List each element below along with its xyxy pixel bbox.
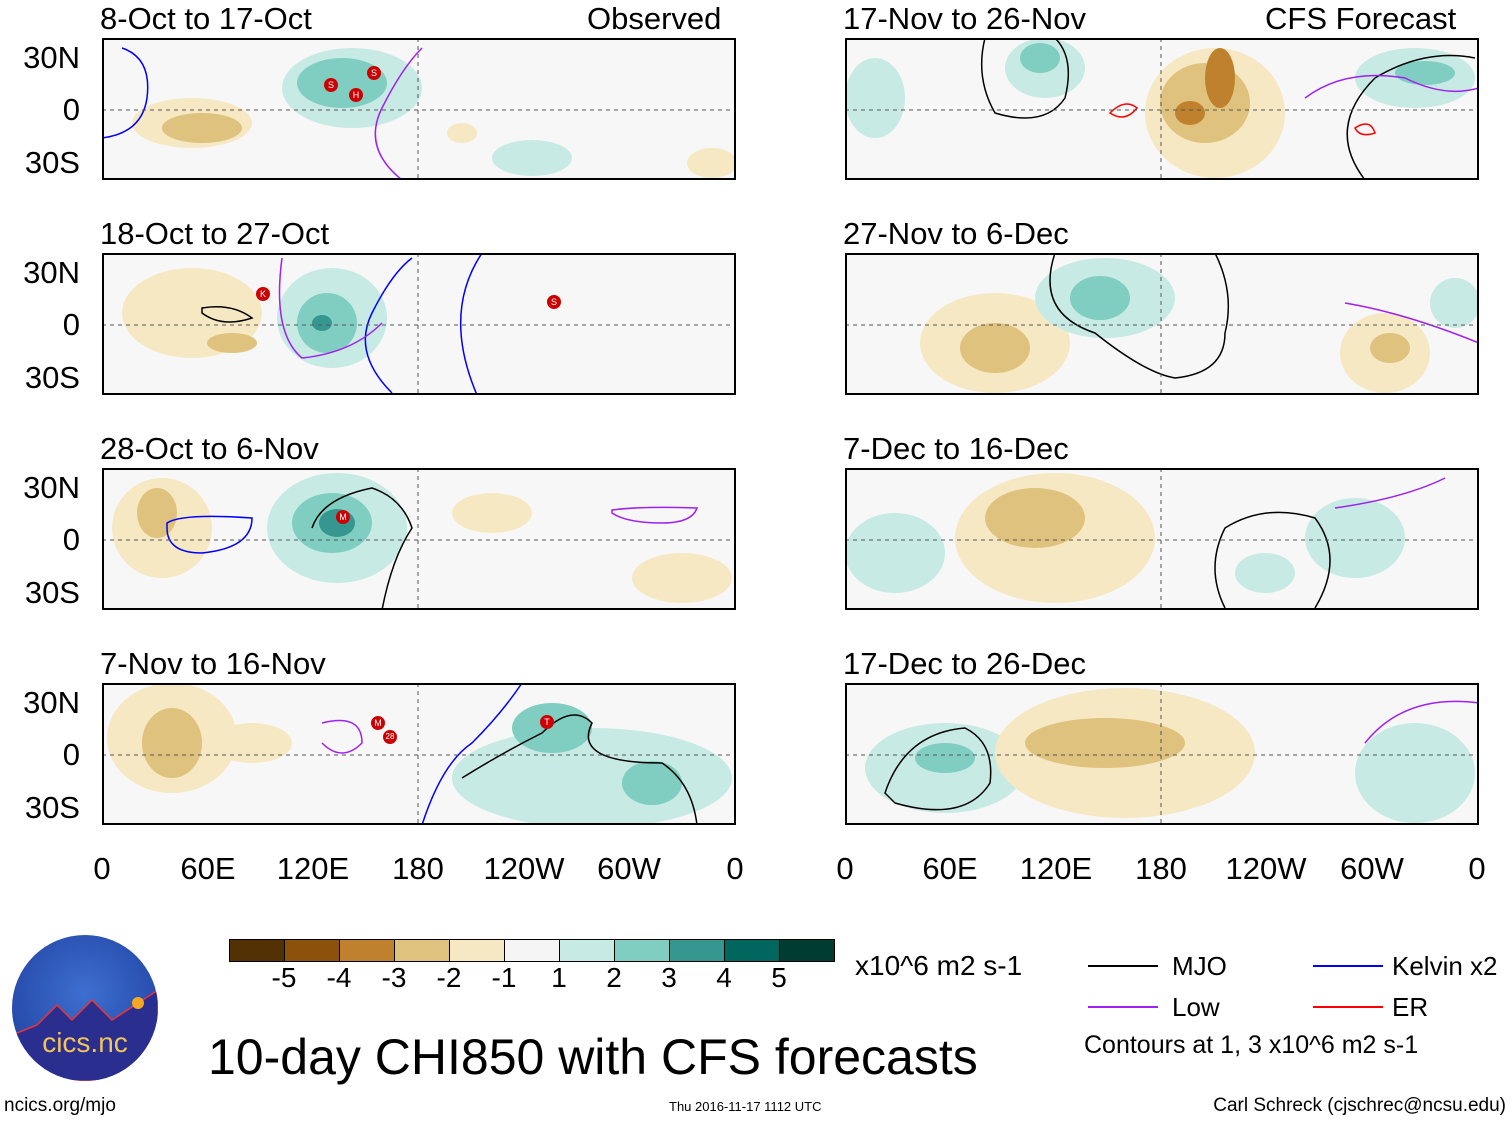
- x-tick: 60E: [180, 851, 236, 886]
- y-tick: 30N: [23, 470, 80, 505]
- colorbar-swatch: [560, 940, 615, 961]
- legend-label: MJO: [1172, 951, 1227, 981]
- colorbar-label: -1: [491, 962, 517, 993]
- x-tick: 180: [392, 851, 444, 886]
- map-panel-forecast-2: [845, 253, 1479, 395]
- kelvin-legend-line: [1313, 965, 1383, 967]
- y-tick: 30N: [23, 255, 80, 290]
- panel-title: 17-Nov to 26-Nov: [843, 1, 1086, 36]
- storm-icon: S: [547, 295, 561, 309]
- y-tick: 30N: [23, 40, 80, 75]
- forecast-label: CFS Forecast: [1265, 1, 1457, 36]
- x-tick: 0: [836, 851, 854, 886]
- y-tick: 0: [62, 737, 80, 772]
- low-legend-line: [1088, 1006, 1158, 1008]
- colorbar-swatch: [615, 940, 670, 961]
- x-tick: 120W: [483, 851, 565, 886]
- colorbar-swatch: [395, 940, 450, 961]
- storm-icon: 28: [383, 730, 397, 744]
- y-tick: 0: [62, 307, 80, 342]
- storm-icon: H: [349, 88, 363, 102]
- colorbar-label: 5: [771, 962, 787, 993]
- storm-icon: M: [336, 510, 350, 524]
- colorbar-swatch: [340, 940, 395, 961]
- map-panel-observed-1: S S H: [102, 38, 736, 180]
- y-tick: 30S: [24, 575, 80, 610]
- panel-title: 7-Dec to 16-Dec: [843, 431, 1069, 466]
- colorbar-label: 1: [551, 962, 567, 993]
- legend-label: ER: [1392, 992, 1429, 1022]
- colorbar-swatch: [725, 940, 780, 961]
- colorbar-swatch: [780, 940, 834, 961]
- panel-title: 18-Oct to 27-Oct: [100, 216, 330, 251]
- colorbar-label: 3: [661, 962, 677, 993]
- storm-icon: K: [256, 287, 270, 301]
- observed-label: Observed: [587, 1, 722, 36]
- colorbar-label: -5: [271, 962, 297, 993]
- colorbar-units: x10^6 m2 s-1: [855, 950, 1023, 981]
- colorbar-swatch: [505, 940, 560, 961]
- x-tick: 0: [1468, 851, 1486, 886]
- mjo-legend-line: [1088, 965, 1158, 967]
- legend-label: Low: [1172, 992, 1220, 1022]
- colorbar-label: -2: [436, 962, 462, 993]
- colorbar-label: 4: [716, 962, 732, 993]
- x-tick: 120E: [276, 851, 350, 886]
- colorbar-swatch: [670, 940, 725, 961]
- panel-title: 17-Dec to 26-Dec: [843, 646, 1086, 681]
- colorbar-label: -3: [381, 962, 407, 993]
- y-tick: 0: [62, 92, 80, 127]
- y-tick: 30S: [24, 360, 80, 395]
- site-url[interactable]: ncics.org/mjo: [4, 1095, 116, 1116]
- panel-title: 7-Nov to 16-Nov: [100, 646, 326, 681]
- storm-icon: S: [367, 66, 381, 80]
- x-tick: 120W: [1225, 851, 1307, 886]
- x-tick: 60W: [597, 851, 661, 886]
- x-tick: 120E: [1019, 851, 1093, 886]
- colorbar-label: -4: [326, 962, 352, 993]
- x-tick: 0: [93, 851, 111, 886]
- y-tick: 30S: [24, 790, 80, 825]
- map-panel-observed-3: M: [102, 468, 736, 610]
- y-tick: 30N: [23, 685, 80, 720]
- panel-title: 8-Oct to 17-Oct: [100, 1, 312, 36]
- x-tick: 60W: [1340, 851, 1404, 886]
- credit: Carl Schreck (cjschrec@ncsu.edu): [1213, 1095, 1506, 1116]
- colorbar-swatch: [450, 940, 505, 961]
- colorbar-swatch: [230, 940, 285, 961]
- cics-logo: cics.nc: [12, 935, 158, 1081]
- figure-title: 10-day CHI850 with CFS forecasts: [208, 1029, 978, 1085]
- colorbar-label: 2: [606, 962, 622, 993]
- map-panel-observed-2: K S: [102, 253, 736, 395]
- er-legend-line: [1313, 1006, 1383, 1008]
- colorbar-swatch: [285, 940, 340, 961]
- panel-title: 28-Oct to 6-Nov: [100, 431, 319, 466]
- timestamp: Thu 2016-11-17 1112 UTC: [669, 1099, 822, 1114]
- storm-icon: M: [371, 716, 385, 730]
- map-panel-observed-4: M 28 T: [102, 683, 736, 825]
- map-panel-forecast-3: [845, 468, 1479, 610]
- logo-text: cics.nc: [42, 1027, 128, 1058]
- map-panel-forecast-4: [845, 683, 1479, 825]
- panel-title: 27-Nov to 6-Dec: [843, 216, 1069, 251]
- x-tick: 60E: [922, 851, 978, 886]
- x-tick: 180: [1135, 851, 1187, 886]
- contour-note: Contours at 1, 3 x10^6 m2 s-1: [1084, 1031, 1419, 1059]
- storm-icon: T: [540, 715, 554, 729]
- y-tick: 0: [62, 522, 80, 557]
- map-panel-forecast-1: [845, 38, 1479, 180]
- storm-icon: S: [324, 78, 338, 92]
- x-tick: 0: [726, 851, 744, 886]
- colorbar: [229, 939, 835, 962]
- legend-label: Kelvin x2: [1392, 951, 1498, 981]
- y-tick: 30S: [24, 145, 80, 180]
